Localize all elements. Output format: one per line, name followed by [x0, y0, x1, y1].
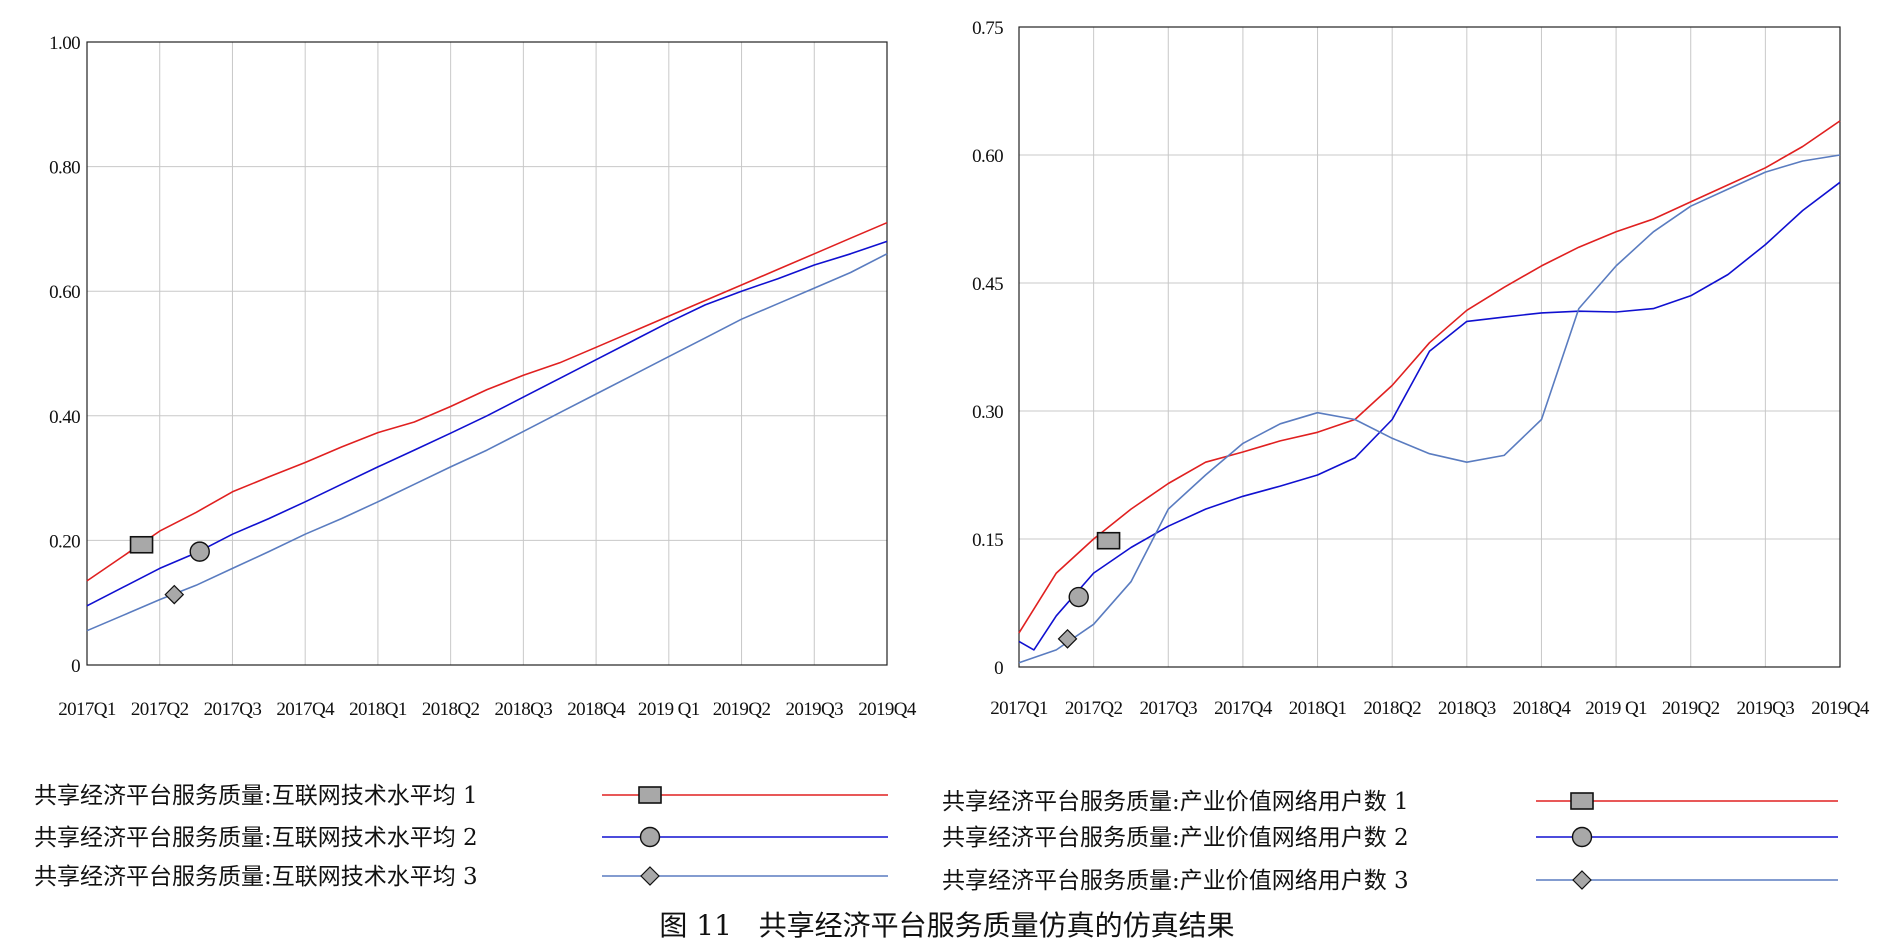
legend-marker-circle: [639, 826, 661, 848]
y-tick-label: 0.75: [972, 18, 1003, 39]
y-tick-label: 0.15: [972, 530, 1003, 551]
series-line-2: [86, 240, 888, 607]
figure-caption: 图 11 共享经济平台服务质量仿真的仿真结果: [659, 909, 1234, 942]
legend-marker-diamond: [1572, 870, 1592, 890]
x-tick-label: 2017Q3: [1139, 698, 1197, 719]
x-tick-label: 2018Q1: [1289, 698, 1347, 719]
legend: 共享经济平台服务质量:互联网技术水平均 1 共享经济平台服务质量:互联网技术水平均…: [34, 783, 888, 890]
x-tick-label: 2018Q2: [1363, 698, 1421, 719]
x-tick-label: 2018Q2: [422, 699, 480, 720]
x-tick-label: 2017Q4: [276, 699, 335, 720]
x-tick-label: 2018Q4: [1513, 698, 1572, 719]
x-tick-label: 2017Q4: [1214, 698, 1273, 719]
x-tick-label: 2017Q2: [1065, 698, 1123, 719]
y-tick-label: 0.80: [49, 158, 80, 179]
series-marker-circle: [1068, 586, 1089, 608]
y-tick-label: 0: [994, 658, 1003, 679]
legend: 共享经济平台服务质量:产业价值网络用户数 1 共享经济平台服务质量:产业价值网络用…: [942, 789, 1838, 894]
legend-entry-label: 共享经济平台服务质量:产业价值网络用户数 3: [942, 868, 1409, 894]
series-marker-square: [1096, 531, 1121, 550]
legend-entry-label: 共享经济平台服务质量:产业价值网络用户数 2: [942, 825, 1409, 851]
plot-area-frame: [1018, 26, 1841, 668]
x-tick-label: 2017Q3: [204, 699, 262, 720]
x-tick-label: 2017Q2: [131, 699, 189, 720]
y-tick-label: 0.40: [49, 407, 80, 428]
x-tick-label: 2017Q1: [990, 698, 1048, 719]
x-tick-label: 2019Q2: [1662, 698, 1720, 719]
x-tick-label: 2019 Q1: [1585, 698, 1647, 719]
series-marker-diamond: [1057, 628, 1078, 649]
legend-entry-label: 共享经济平台服务质量:互联网技术水平均 2: [34, 825, 478, 851]
y-tick-label: 0.20: [49, 531, 80, 552]
series-marker-diamond: [164, 584, 185, 605]
x-tick-label: 2018Q3: [1438, 698, 1496, 719]
x-tick-label: 2018Q4: [567, 699, 626, 720]
y-tick-label: 0: [71, 656, 80, 677]
legend-entry-label: 共享经济平台服务质量:互联网技术水平均 1: [34, 783, 478, 809]
y-tick-label: 1.00: [49, 33, 80, 54]
y-tick-label: 0.30: [972, 402, 1003, 423]
y-tick-label: 0.60: [972, 146, 1003, 167]
y-tick-label: 0.45: [972, 274, 1003, 295]
legend-entry-label: 共享经济平台服务质量:互联网技术水平均 3: [34, 864, 478, 890]
x-tick-label: 2018Q3: [495, 699, 553, 720]
right-chart: 0 0.15 0.30 0.45 0.60 0.75 2017Q1 2017Q2 2017Q3 2…: [942, 18, 1871, 894]
series-line-2: [1018, 181, 1841, 651]
x-tick-label: 2019Q4: [1811, 698, 1870, 719]
x-tick-label: 2019Q3: [785, 699, 843, 720]
legend-marker-diamond: [640, 866, 660, 886]
legend-marker-square: [638, 786, 662, 804]
left-chart: 0 0.20 0.40 0.60 0.80 1.00 2017Q1 2017Q2 2017Q3 2…: [34, 33, 918, 890]
legend-entry-label: 共享经济平台服务质量:产业价值网络用户数 1: [942, 789, 1409, 815]
plot-area-frame: [86, 41, 888, 666]
x-tick-label: 2019 Q1: [638, 699, 700, 720]
legend-marker-square: [1570, 792, 1594, 810]
series-marker-circle: [189, 541, 210, 562]
x-tick-label: 2017Q1: [58, 699, 116, 720]
series-line-1: [86, 221, 888, 582]
series-line-3: [86, 253, 888, 632]
x-tick-label: 2019Q4: [858, 699, 917, 720]
series-line-3: [1018, 154, 1841, 664]
x-tick-label: 2019Q3: [1737, 698, 1795, 719]
y-tick-label: 0.60: [49, 282, 80, 303]
legend-marker-circle: [1571, 826, 1593, 848]
x-tick-label: 2018Q1: [349, 699, 407, 720]
x-tick-label: 2019Q2: [713, 699, 771, 720]
series-marker-square: [129, 535, 154, 554]
series-line-1: [1018, 120, 1841, 634]
